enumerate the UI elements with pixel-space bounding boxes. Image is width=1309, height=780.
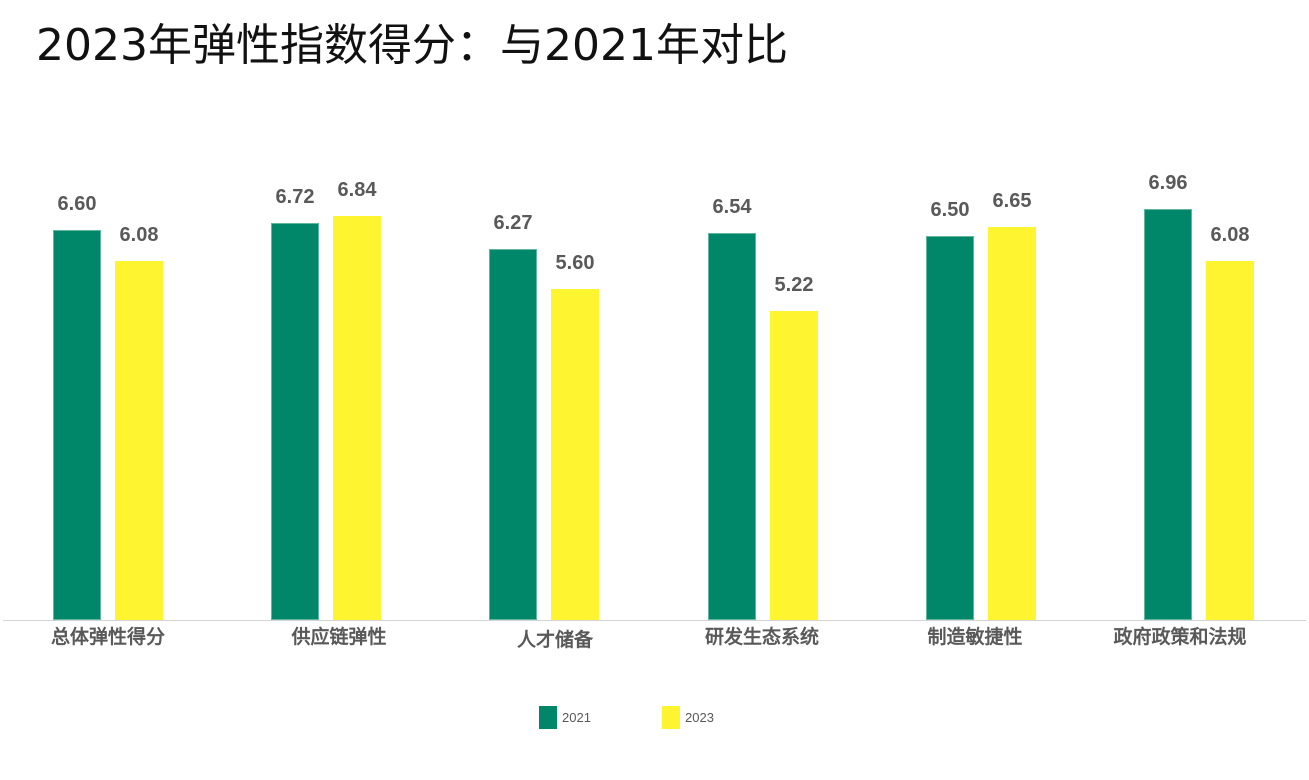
legend-label-2023: 2023 [685, 710, 714, 725]
data-label-2021-6: 6.96 [1148, 172, 1188, 194]
bar-2023-6 [1206, 261, 1254, 620]
legend-swatch-2021 [539, 706, 557, 729]
data-label-2023-1: 6.08 [119, 224, 159, 246]
bar-2023-1 [115, 261, 163, 620]
bar-2021-6 [1144, 209, 1192, 620]
data-label-2021-3: 6.27 [493, 212, 533, 234]
bar-2021-4 [708, 233, 756, 620]
data-label-2023-4: 5.22 [774, 274, 814, 296]
bar-2021-5 [926, 236, 974, 620]
data-label-2023-3: 5.60 [555, 252, 595, 274]
bar-2021-2 [271, 223, 319, 620]
bar-2023-4 [770, 311, 818, 620]
data-label-2021-2: 6.72 [275, 186, 315, 208]
legend-label-2021: 2021 [562, 710, 591, 725]
bar-2021-3 [489, 249, 537, 620]
x-axis-category-label: 制造敏捷性 [927, 626, 1023, 648]
bar-2023-2 [333, 216, 381, 620]
x-axis-category-label: 供应链弹性 [291, 626, 387, 648]
data-label-2021-5: 6.50 [930, 199, 970, 221]
chart-title: 2023年弹性指数得分：与2021年对比 [36, 20, 788, 71]
bar-2021-1 [53, 230, 101, 620]
data-label-2023-6: 6.08 [1210, 224, 1250, 246]
x-axis-category-label: 人才储备 [516, 629, 593, 651]
x-axis-category-label: 政府政策和法规 [1113, 626, 1247, 648]
data-label-2023-2: 6.84 [337, 179, 377, 201]
data-label-2023-5: 6.65 [992, 190, 1032, 212]
data-label-2021-4: 6.54 [712, 196, 752, 218]
bar-2023-3 [551, 289, 599, 620]
legend-swatch-2023 [662, 706, 680, 729]
data-label-2021-1: 6.60 [57, 193, 97, 215]
x-axis-baseline [3, 620, 1306, 621]
x-axis-category-label: 总体弹性得分 [50, 626, 165, 648]
bar-2023-5 [988, 227, 1036, 620]
x-axis-category-label: 研发生态系统 [704, 626, 819, 648]
